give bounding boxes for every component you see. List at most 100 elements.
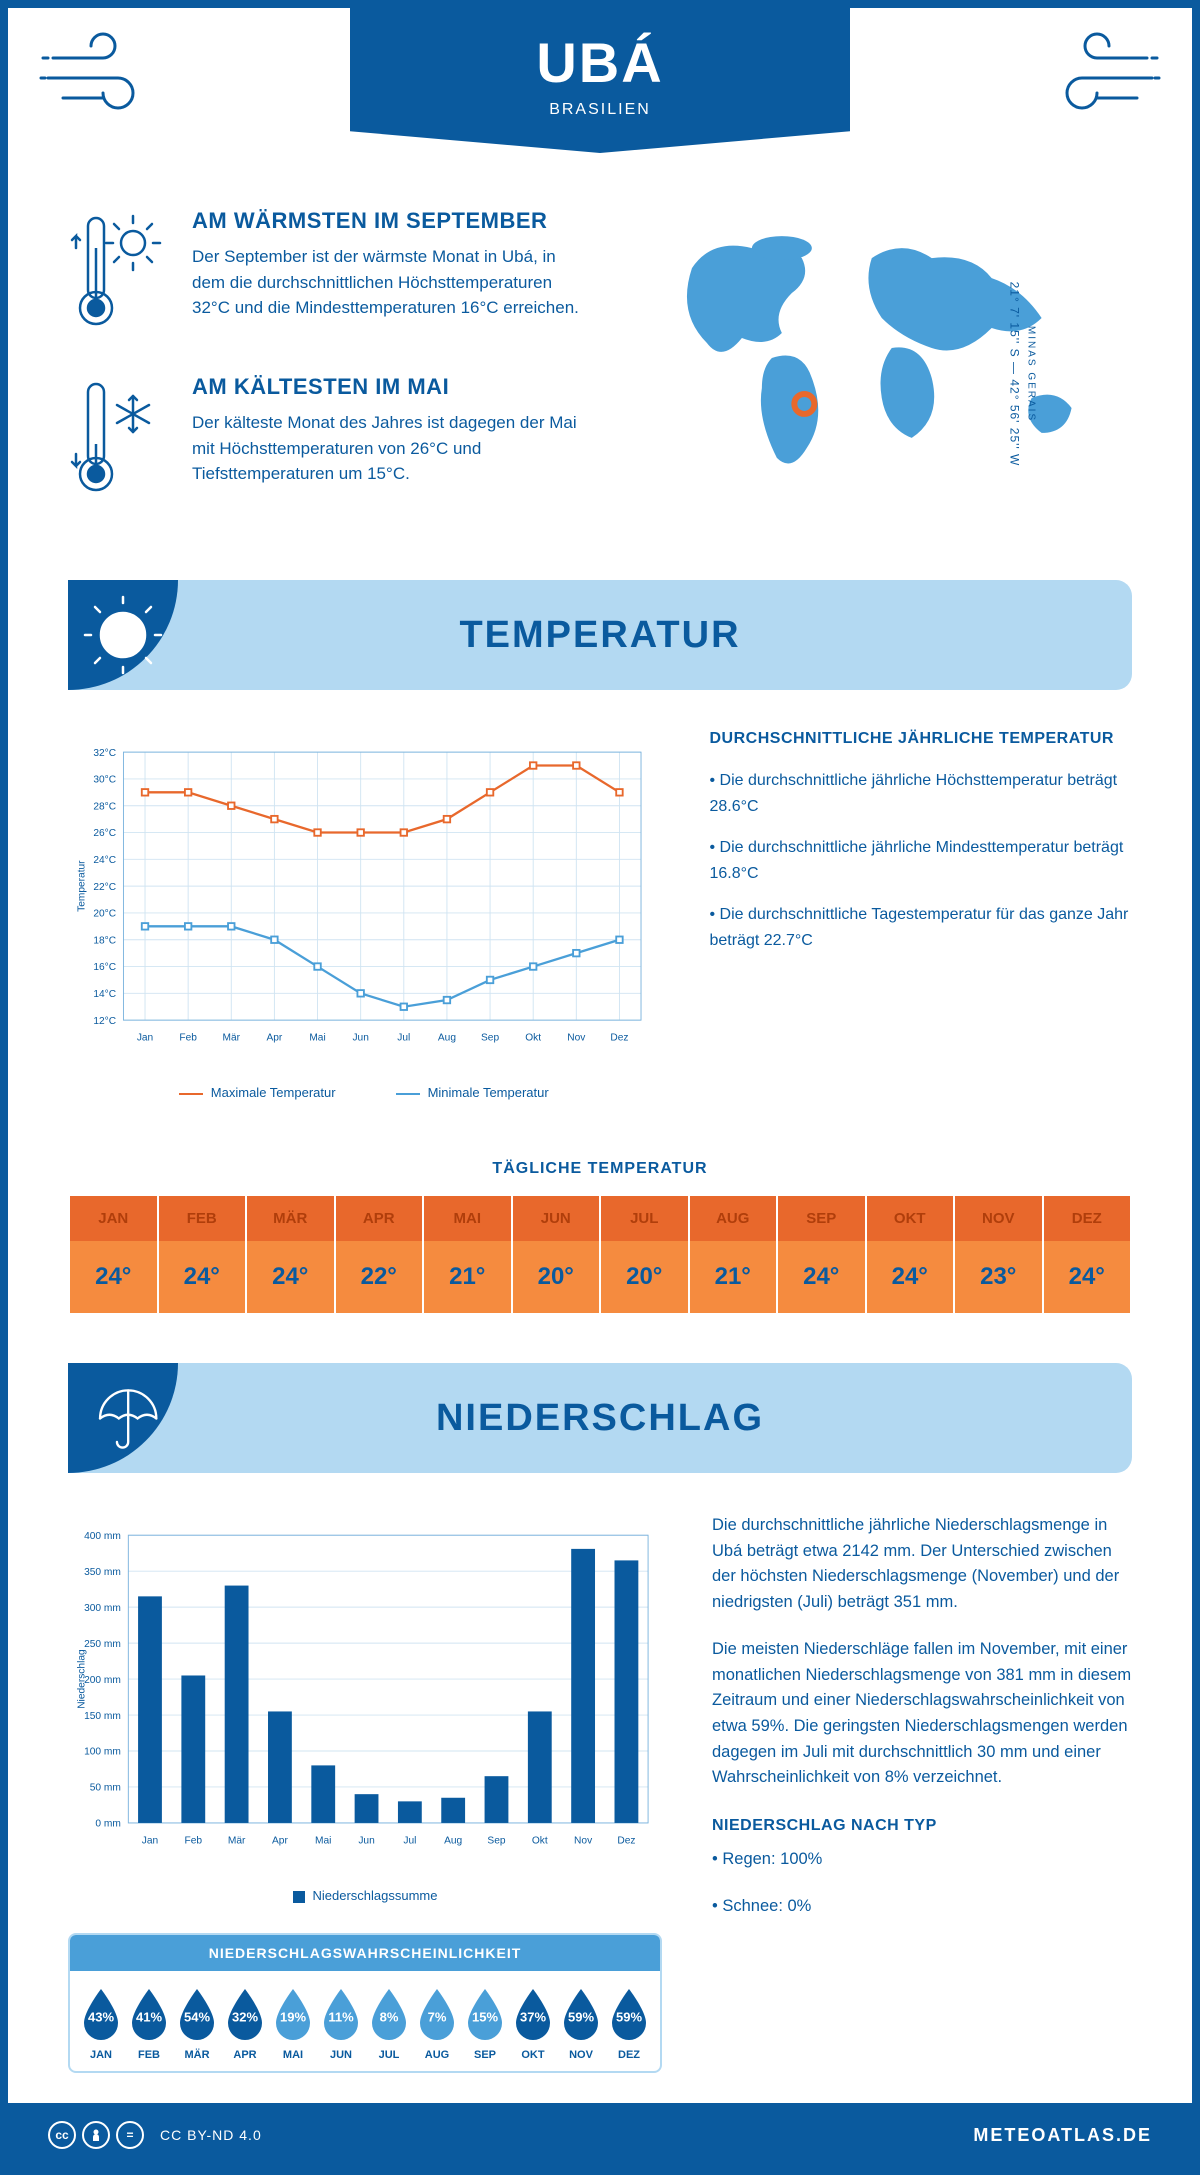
coldest-fact: AM KÄLTESTEN IM MAI Der kälteste Monat d… bbox=[68, 374, 592, 504]
probability-item: 32% APR bbox=[222, 1987, 268, 2061]
precipitation-summary: Die durchschnittliche jährliche Niedersc… bbox=[712, 1513, 1132, 2073]
probability-item: 19% MAI bbox=[270, 1987, 316, 2061]
table-header: JUN bbox=[513, 1196, 600, 1241]
table-cell: 24° bbox=[867, 1241, 954, 1313]
svg-text:Apr: Apr bbox=[272, 1835, 288, 1846]
world-map: MINAS GERAIS 21° 7' 15'' S — 42° 56' 25'… bbox=[632, 208, 1132, 540]
title-banner: UBÁ BRASILIEN bbox=[350, 8, 850, 153]
svg-text:Mär: Mär bbox=[223, 1032, 241, 1043]
drop-icon: 15% bbox=[462, 1987, 508, 2043]
wind-icon bbox=[1032, 28, 1162, 128]
table-cell: 21° bbox=[690, 1241, 777, 1313]
svg-text:Nov: Nov bbox=[567, 1032, 586, 1043]
svg-text:Jul: Jul bbox=[403, 1835, 416, 1846]
svg-text:Jan: Jan bbox=[137, 1032, 153, 1043]
bar-legend: Niederschlagssumme bbox=[68, 1888, 662, 1903]
table-cell: 24° bbox=[778, 1241, 865, 1313]
header: UBÁ BRASILIEN bbox=[8, 8, 1192, 188]
temp-bullet-3: • Die durchschnittliche Tagestemperatur … bbox=[710, 902, 1133, 953]
by-icon bbox=[82, 2121, 110, 2149]
svg-text:400 mm: 400 mm bbox=[84, 1531, 121, 1542]
drop-icon: 43% bbox=[78, 1987, 124, 2043]
svg-text:Jul: Jul bbox=[397, 1032, 410, 1043]
probability-item: 8% JUL bbox=[366, 1987, 412, 2061]
temp-bullet-2: • Die durchschnittliche jährliche Mindes… bbox=[710, 835, 1133, 886]
prob-month-label: MÄR bbox=[174, 2049, 220, 2061]
legend-max: Maximale Temperatur bbox=[179, 1085, 336, 1100]
svg-text:200 mm: 200 mm bbox=[84, 1675, 121, 1686]
probability-item: 15% SEP bbox=[462, 1987, 508, 2061]
svg-text:Mär: Mär bbox=[228, 1835, 246, 1846]
precipitation-bar-chart: 0 mm50 mm100 mm150 mm200 mm250 mm300 mm3… bbox=[68, 1513, 662, 2073]
table-header: FEB bbox=[159, 1196, 246, 1241]
license-text: CC BY-ND 4.0 bbox=[160, 2127, 262, 2143]
table-header: OKT bbox=[867, 1196, 954, 1241]
prob-month-label: MAI bbox=[270, 2049, 316, 2061]
temperature-line-chart: 12°C14°C16°C18°C20°C22°C24°C26°C28°C30°C… bbox=[68, 730, 660, 1100]
svg-text:300 mm: 300 mm bbox=[84, 1603, 121, 1614]
probability-item: 37% OKT bbox=[510, 1987, 556, 2061]
warmest-text: Der September ist der wärmste Monat in U… bbox=[192, 244, 592, 321]
svg-text:250 mm: 250 mm bbox=[84, 1639, 121, 1650]
probability-item: 54% MÄR bbox=[174, 1987, 220, 2061]
temp-bullet-1: • Die durchschnittliche jährliche Höchst… bbox=[710, 768, 1133, 819]
precip-para-1: Die durchschnittliche jährliche Niedersc… bbox=[712, 1513, 1132, 1615]
drop-icon: 54% bbox=[174, 1987, 220, 2043]
table-cell: 22° bbox=[336, 1241, 423, 1313]
svg-text:50 mm: 50 mm bbox=[90, 1783, 121, 1794]
svg-text:Dez: Dez bbox=[610, 1032, 628, 1043]
prob-month-label: JAN bbox=[78, 2049, 124, 2061]
svg-text:22°C: 22°C bbox=[93, 882, 116, 893]
drop-icon: 41% bbox=[126, 1987, 172, 2043]
probability-item: 7% AUG bbox=[414, 1987, 460, 2061]
probability-item: 11% JUN bbox=[318, 1987, 364, 2061]
wind-icon bbox=[38, 28, 168, 128]
table-header: MAI bbox=[424, 1196, 511, 1241]
drop-icon: 59% bbox=[558, 1987, 604, 2043]
precip-section-title: NIEDERSCHLAG bbox=[208, 1397, 1132, 1440]
daily-temp-table: JANFEBMÄRAPRMAIJUNJULAUGSEPOKTNOVDEZ 24°… bbox=[8, 1196, 1192, 1363]
svg-text:Nov: Nov bbox=[574, 1835, 593, 1846]
drop-icon: 59% bbox=[606, 1987, 652, 2043]
drop-icon: 11% bbox=[318, 1987, 364, 2043]
lon-label: 42° 56' 25'' W bbox=[1008, 379, 1022, 466]
svg-text:20°C: 20°C bbox=[93, 909, 116, 920]
precip-rain: • Regen: 100% bbox=[712, 1847, 1132, 1873]
precip-snow: • Schnee: 0% bbox=[712, 1894, 1132, 1920]
svg-text:Jan: Jan bbox=[142, 1835, 158, 1846]
svg-text:28°C: 28°C bbox=[93, 801, 116, 812]
table-header: SEP bbox=[778, 1196, 865, 1241]
table-header: JUL bbox=[601, 1196, 688, 1241]
svg-text:150 mm: 150 mm bbox=[84, 1711, 121, 1722]
svg-text:12°C: 12°C bbox=[93, 1016, 116, 1027]
svg-text:100 mm: 100 mm bbox=[84, 1747, 121, 1758]
svg-text:18°C: 18°C bbox=[93, 935, 116, 946]
svg-text:Mai: Mai bbox=[315, 1835, 331, 1846]
probability-item: 59% NOV bbox=[558, 1987, 604, 2061]
prob-title: NIEDERSCHLAGSWAHRSCHEINLICHKEIT bbox=[70, 1935, 660, 1971]
warmest-title: AM WÄRMSTEN IM SEPTEMBER bbox=[192, 208, 592, 234]
svg-text:Mai: Mai bbox=[309, 1032, 325, 1043]
table-cell: 24° bbox=[247, 1241, 334, 1313]
thermometer-sun-icon bbox=[68, 208, 168, 338]
cc-icons: cc = bbox=[48, 2121, 144, 2149]
svg-text:350 mm: 350 mm bbox=[84, 1567, 121, 1578]
temp-section-title: TEMPERATUR bbox=[208, 614, 1132, 657]
table-cell: 23° bbox=[955, 1241, 1042, 1313]
svg-text:32°C: 32°C bbox=[93, 748, 116, 759]
table-cell: 21° bbox=[424, 1241, 511, 1313]
table-cell: 20° bbox=[513, 1241, 600, 1313]
svg-text:Apr: Apr bbox=[267, 1032, 283, 1043]
svg-text:Feb: Feb bbox=[179, 1032, 197, 1043]
table-header: JAN bbox=[70, 1196, 157, 1241]
region-label: MINAS GERAIS bbox=[1026, 234, 1037, 514]
prob-month-label: DEZ bbox=[606, 2049, 652, 2061]
footer: cc = CC BY-ND 4.0 METEOATLAS.DE bbox=[8, 2103, 1192, 2167]
prob-month-label: JUN bbox=[318, 2049, 364, 2061]
coldest-title: AM KÄLTESTEN IM MAI bbox=[192, 374, 592, 400]
svg-text:Okt: Okt bbox=[532, 1835, 548, 1846]
precipitation-probability-box: NIEDERSCHLAGSWAHRSCHEINLICHKEIT 43% JAN … bbox=[68, 1933, 662, 2073]
nd-icon: = bbox=[116, 2121, 144, 2149]
precipitation-header: NIEDERSCHLAG bbox=[68, 1363, 1132, 1473]
umbrella-icon bbox=[68, 1363, 178, 1473]
